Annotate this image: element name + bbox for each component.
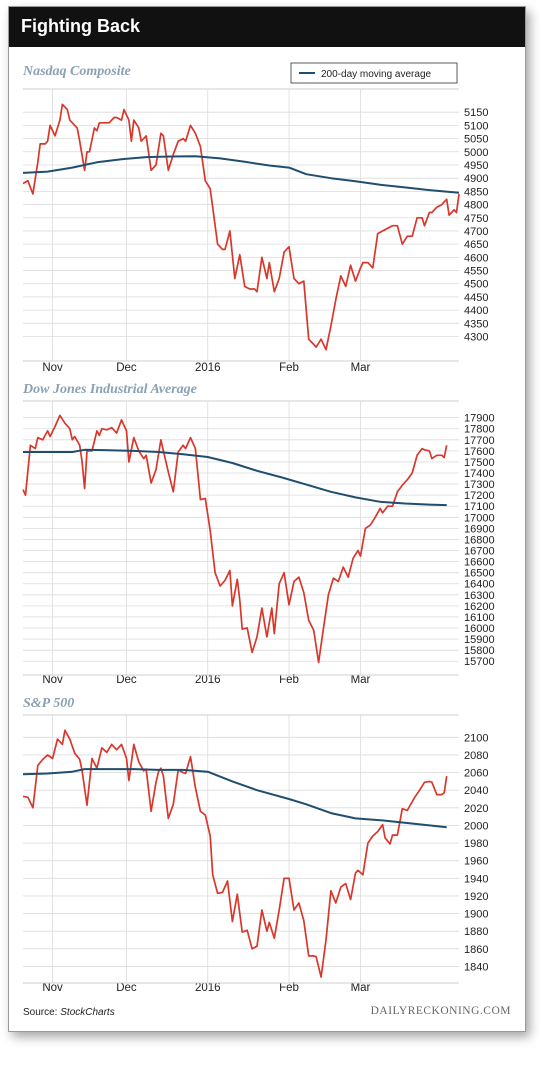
dow-y-tick-label: 17300 (464, 479, 495, 491)
nasdaq-x-tick-label: Nov (42, 362, 63, 373)
dow-jones-chart: Dow Jones Industrial Average179001780017… (22, 382, 495, 685)
nasdaq-y-tick-label: 4700 (464, 226, 488, 238)
nasdaq-legend-label: 200-day moving average (321, 69, 432, 80)
dow-y-tick-label: 15900 (464, 634, 495, 646)
dow-price-line (22, 414, 448, 664)
sp500-x-tick-label: Mar (351, 982, 371, 993)
nasdaq-x-tick-label: Mar (351, 362, 371, 373)
dow-y-tick-label: 16900 (464, 523, 495, 535)
sp500-price-line (22, 729, 448, 978)
nasdaq-y-tick-label: 4950 (464, 160, 488, 172)
dow-y-tick-label: 16600 (464, 557, 495, 569)
nasdaq-moving-average-line (22, 155, 460, 194)
dow-y-tick-label: 16500 (464, 568, 495, 580)
nasdaq-y-tick-label: 4500 (464, 279, 488, 291)
infographic-card: Fighting Back Nasdaq Composite 5150 5100 50… (8, 6, 526, 1032)
nasdaq-y-tick-label: 4650 (464, 239, 488, 251)
sp500-chart-title: S&P 500 (23, 696, 74, 711)
dow-x-tick-label: Dec (116, 674, 137, 685)
nasdaq-y-tick-label: 4750 (464, 213, 488, 225)
sp500-y-tick-label: 2000 (464, 820, 488, 832)
dow-y-tick-label: 16300 (464, 590, 495, 602)
nasdaq-y-tick-label: 4450 (464, 292, 488, 304)
sp500-y-tick-label: 2100 (464, 732, 488, 744)
nasdaq-legend-box (290, 62, 458, 84)
dow-chart-title: Dow Jones Industrial Average (22, 382, 197, 397)
nasdaq-price-line (22, 103, 460, 351)
dow-y-tick-label: 17100 (464, 501, 495, 513)
dow-x-tick-label: Nov (42, 674, 63, 685)
dow-x-tick-label: 2016 (195, 674, 221, 685)
dow-y-tick-label: 17600 (464, 446, 495, 458)
nasdaq-x-tick-label: Feb (279, 362, 299, 373)
nasdaq-chart-title: Nasdaq Composite (22, 64, 131, 79)
brand-credit: DAILYRECKONING.COM (370, 1005, 511, 1017)
page-title: Fighting Back (21, 16, 141, 36)
source-label: Source: (23, 1007, 61, 1018)
nasdaq-y-tick-label: 4550 (464, 266, 488, 278)
sp500-y-tick-label: 1840 (464, 961, 488, 973)
source-credit: Source: StockCharts (23, 1007, 115, 1018)
dow-x-tick-label: Mar (351, 674, 371, 685)
sp500-moving-average-line (22, 768, 447, 829)
source-name: StockCharts (60, 1007, 115, 1018)
sp500-x-tick-label: Dec (116, 982, 137, 993)
sp500-y-tick-label: 1880 (464, 926, 488, 938)
nasdaq-x-tick-label: Dec (116, 362, 137, 373)
dow-y-tick-label: 16000 (464, 623, 495, 635)
sp500-chart: S&P 500 2100 2080 2060 2040 2020 2000 1980 1960 1… (22, 696, 488, 993)
sp500-y-tick-label: 1980 (464, 838, 488, 850)
nasdaq-y-tick-label: 4300 (464, 332, 488, 344)
dow-y-tick-label: 15700 (464, 656, 495, 668)
sp500-y-tick-label: 1900 (464, 909, 488, 921)
title-bar: Fighting Back (9, 7, 525, 47)
nasdaq-y-tick-label: 4400 (464, 305, 488, 317)
dow-y-tick-label: 16100 (464, 612, 495, 624)
nasdaq-y-tick-label: 5000 (464, 147, 488, 159)
nasdaq-y-tick-label: 4850 (464, 186, 488, 198)
nasdaq-y-tick-label: 4350 (464, 318, 488, 330)
nasdaq-y-tick-label: 4600 (464, 252, 488, 264)
dow-y-tick-label: 16400 (464, 579, 495, 591)
dow-y-tick-label: 17500 (464, 457, 495, 469)
dow-y-tick-label: 17000 (464, 512, 495, 524)
sp500-y-tick-label: 2020 (464, 803, 488, 815)
dow-y-tick-label: 17800 (464, 424, 495, 436)
nasdaq-y-tick-label: 4900 (464, 173, 488, 185)
sp500-y-tick-label: 2080 (464, 750, 488, 762)
nasdaq-y-tick-label: 5150 (464, 107, 488, 119)
sp500-x-tick-label: Feb (279, 982, 299, 993)
nasdaq-y-tick-label: 4800 (464, 200, 488, 212)
sp500-x-tick-label: Nov (42, 982, 63, 993)
nasdaq-x-tick-label: 2016 (195, 362, 221, 373)
dow-y-tick-label: 17400 (464, 468, 495, 480)
dow-y-tick-label: 16200 (464, 601, 495, 613)
sp500-y-tick-label: 1940 (464, 873, 488, 885)
dow-moving-average-line (23, 448, 447, 507)
dow-y-tick-label: 17200 (464, 490, 495, 502)
sp500-y-tick-label: 1860 (464, 944, 488, 956)
nasdaq-y-tick-label: 5100 (464, 120, 488, 132)
dow-y-tick-label: 16700 (464, 546, 495, 558)
sp500-y-tick-label: 2040 (464, 785, 488, 797)
sp500-y-tick-label: 2060 (464, 768, 488, 780)
dow-x-tick-label: Feb (279, 674, 299, 685)
dow-y-tick-label: 17900 (464, 413, 495, 425)
sp500-y-tick-label: 1920 (464, 891, 488, 903)
sp500-x-tick-label: 2016 (195, 982, 221, 993)
nasdaq-y-tick-label: 5050 (464, 134, 488, 146)
dow-y-tick-label: 15800 (464, 645, 495, 657)
dow-y-tick-label: 16800 (464, 534, 495, 546)
dow-y-tick-label: 17700 (464, 435, 495, 447)
sp500-y-tick-label: 1960 (464, 856, 488, 868)
